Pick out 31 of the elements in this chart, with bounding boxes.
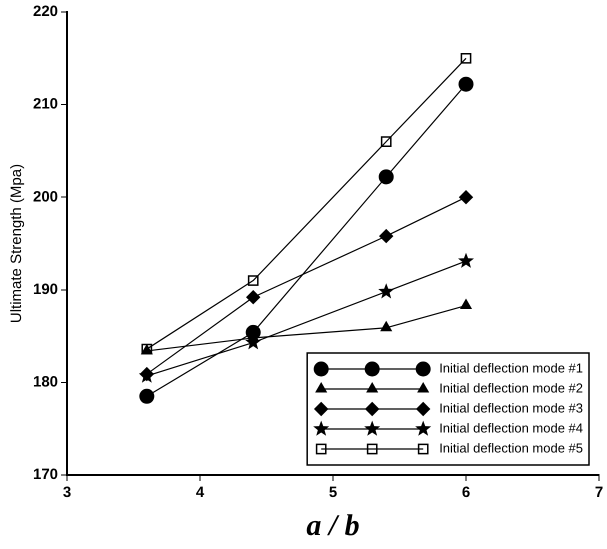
- point: [459, 190, 474, 204]
- point: [248, 275, 259, 286]
- point: [380, 321, 392, 332]
- point: [458, 76, 474, 92]
- y-axis-title: Ultimate Strength (Mpa): [8, 164, 26, 324]
- x-tick-label: 6: [462, 484, 470, 502]
- legend-label: Initial deflection mode #5: [439, 440, 583, 456]
- point: [378, 169, 394, 184]
- point: [460, 52, 472, 64]
- y-tick-label: 180: [32, 374, 58, 391]
- y-tick-label: 210: [32, 96, 58, 113]
- point: [139, 388, 154, 404]
- x-tick-label: 4: [196, 484, 205, 502]
- y-tick-label: 170: [32, 466, 58, 484]
- point: [460, 299, 472, 310]
- x-tick-label: 3: [62, 484, 72, 502]
- point: [458, 252, 474, 268]
- point: [378, 283, 394, 298]
- point: [380, 136, 392, 147]
- y-tick-label: 220: [32, 3, 58, 20]
- y-tick-label: 200: [32, 188, 58, 206]
- legend-label: Initial deflection mode #1: [439, 360, 583, 376]
- point: [246, 290, 260, 304]
- legend-label: Initial deflection mode #3: [439, 400, 583, 416]
- legend-label: Initial deflection mode #4: [439, 420, 583, 436]
- x-axis-title: a / b: [306, 508, 360, 542]
- legend-label: Initial deflection mode #2: [439, 380, 583, 396]
- y-tick-label: 190: [32, 280, 58, 298]
- point: [379, 229, 394, 244]
- x-tick-label: 5: [328, 484, 338, 502]
- x-tick-label: 7: [594, 484, 604, 502]
